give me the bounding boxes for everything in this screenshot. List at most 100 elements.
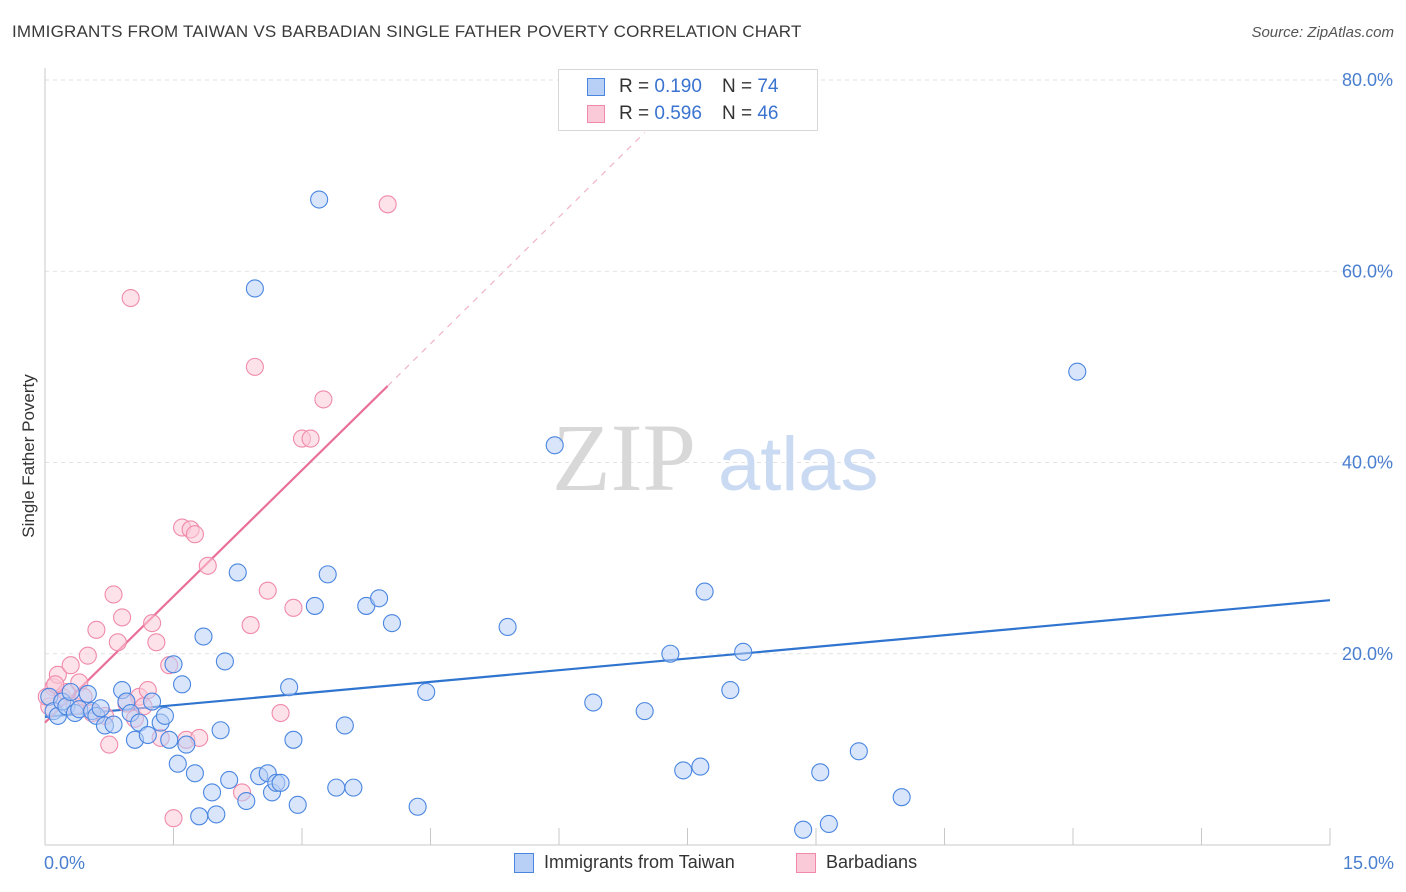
y-tick-label: 80.0% bbox=[1342, 70, 1393, 90]
point-taiwan bbox=[370, 589, 389, 608]
x-tick-label-max: 15.0% bbox=[1343, 853, 1394, 873]
trend-line-barbadians bbox=[44, 385, 389, 724]
point-taiwan bbox=[160, 730, 179, 749]
x-tick-label-min: 0.0% bbox=[44, 853, 85, 873]
point-barbadians bbox=[301, 429, 320, 448]
point-taiwan bbox=[661, 644, 680, 663]
point-barbadians bbox=[104, 585, 123, 604]
point-taiwan bbox=[721, 681, 740, 700]
legend-row-taiwan: R = 0.190 N = 74 bbox=[587, 75, 778, 99]
point-taiwan bbox=[584, 693, 603, 712]
bottom-legend-barbadians: Barbadians bbox=[796, 852, 917, 873]
points-taiwan bbox=[40, 190, 1087, 839]
point-barbadians bbox=[378, 195, 397, 214]
trend-line-extension-barbadians bbox=[387, 132, 646, 387]
point-taiwan bbox=[318, 565, 337, 584]
point-taiwan bbox=[284, 730, 303, 749]
legend: R = 0.190 N = 74 R = 0.596 N = 46 bbox=[558, 69, 818, 131]
point-taiwan bbox=[237, 791, 256, 811]
bottom-legend-swatch-barbadians bbox=[796, 852, 816, 873]
point-taiwan bbox=[344, 778, 363, 797]
legend-n-label: N = bbox=[721, 76, 753, 97]
point-barbadians bbox=[185, 525, 204, 544]
legend-swatch-taiwan bbox=[587, 78, 605, 96]
point-taiwan bbox=[130, 713, 149, 732]
legend-r-value: 0.596 bbox=[654, 103, 702, 124]
point-taiwan bbox=[228, 563, 247, 582]
point-taiwan bbox=[207, 805, 226, 824]
bottom-legend-taiwan: Immigrants from Taiwan bbox=[514, 852, 735, 873]
point-barbadians bbox=[78, 646, 97, 665]
point-taiwan bbox=[695, 582, 714, 601]
point-taiwan bbox=[288, 795, 307, 814]
point-taiwan bbox=[177, 735, 196, 754]
point-barbadians bbox=[87, 620, 106, 639]
point-taiwan bbox=[1068, 362, 1087, 381]
point-taiwan bbox=[220, 770, 239, 790]
point-taiwan bbox=[173, 675, 192, 694]
point-taiwan bbox=[892, 788, 911, 807]
point-taiwan bbox=[185, 764, 204, 783]
point-taiwan bbox=[794, 820, 813, 839]
point-taiwan bbox=[215, 652, 234, 671]
point-taiwan bbox=[635, 702, 654, 721]
watermark-zip: ZIP bbox=[552, 404, 696, 511]
trend-lines bbox=[44, 132, 1331, 724]
watermark-atlas: atlas bbox=[718, 422, 879, 507]
point-taiwan bbox=[271, 773, 290, 792]
legend-n-value: 74 bbox=[757, 76, 779, 97]
point-taiwan bbox=[691, 757, 710, 776]
axes bbox=[44, 68, 1331, 846]
point-barbadians bbox=[164, 809, 183, 828]
point-taiwan bbox=[819, 814, 838, 834]
y-tick-label: 40.0% bbox=[1342, 453, 1393, 473]
point-barbadians bbox=[100, 735, 119, 754]
point-taiwan bbox=[78, 684, 97, 703]
point-barbadians bbox=[147, 633, 166, 652]
point-taiwan bbox=[190, 807, 209, 826]
point-taiwan bbox=[849, 742, 868, 761]
point-taiwan bbox=[545, 436, 564, 455]
point-taiwan bbox=[168, 754, 187, 773]
point-barbadians bbox=[108, 633, 127, 652]
point-taiwan bbox=[194, 627, 213, 646]
point-taiwan bbox=[310, 190, 329, 209]
point-barbadians bbox=[245, 357, 264, 376]
point-barbadians bbox=[121, 288, 140, 308]
point-barbadians bbox=[314, 390, 333, 409]
legend-r-label: R = bbox=[619, 103, 650, 124]
bottom-legend-label-barbadians: Barbadians bbox=[826, 852, 918, 872]
point-taiwan bbox=[155, 706, 174, 725]
point-taiwan bbox=[211, 721, 230, 740]
point-barbadians bbox=[113, 608, 132, 627]
bottom-legend-label-taiwan: Immigrants from Taiwan bbox=[544, 852, 735, 872]
point-taiwan bbox=[408, 797, 427, 816]
legend-row-barbadians: R = 0.596 N = 46 bbox=[587, 102, 778, 126]
chart-title: IMMIGRANTS FROM TAIWAN VS BARBADIAN SING… bbox=[12, 22, 802, 41]
point-barbadians bbox=[271, 703, 290, 723]
bottom-legend: Immigrants from Taiwan Barbadians bbox=[0, 852, 1406, 878]
y-tick-label: 60.0% bbox=[1342, 261, 1393, 281]
trend-line-taiwan bbox=[44, 599, 1331, 718]
point-taiwan bbox=[327, 778, 346, 797]
point-taiwan bbox=[674, 761, 693, 780]
point-taiwan bbox=[280, 678, 299, 697]
y-axis-label: Single Father Poverty bbox=[19, 374, 38, 538]
point-taiwan bbox=[734, 642, 753, 661]
point-barbadians bbox=[258, 581, 277, 600]
legend-n-label: N = bbox=[721, 103, 753, 124]
point-taiwan bbox=[138, 725, 157, 745]
point-taiwan bbox=[382, 614, 402, 633]
point-barbadians bbox=[198, 556, 217, 575]
point-taiwan bbox=[61, 682, 80, 702]
point-taiwan bbox=[811, 763, 830, 782]
legend-r-label: R = bbox=[619, 76, 650, 97]
legend-n-value: 46 bbox=[757, 103, 779, 124]
point-taiwan bbox=[164, 655, 183, 674]
point-barbadians bbox=[61, 656, 80, 675]
tick-labels: 20.0% 40.0% 60.0% 80.0% 0.0% 15.0% bbox=[44, 70, 1394, 873]
point-barbadians bbox=[241, 616, 260, 635]
point-taiwan bbox=[498, 617, 517, 637]
point-barbadians bbox=[143, 614, 162, 633]
